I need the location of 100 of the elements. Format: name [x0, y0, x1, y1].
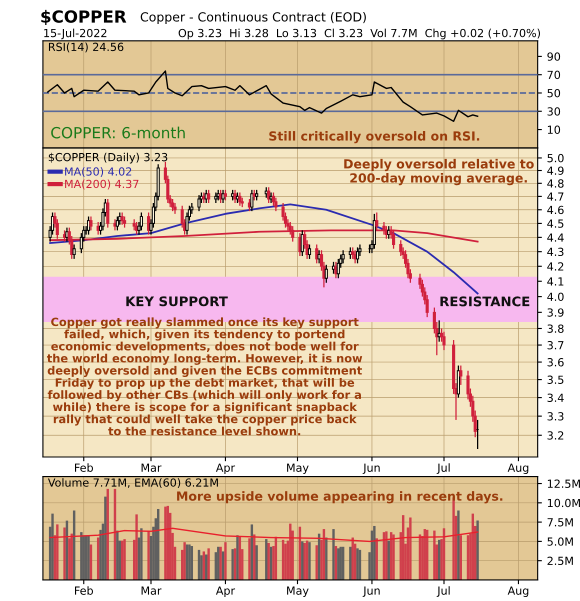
- candlestick: [207, 189, 210, 204]
- x-tick-label: Jul: [436, 586, 450, 597]
- bar: [96, 538, 100, 580]
- y-tick-label: 4.0: [547, 292, 564, 301]
- candlestick: [214, 192, 218, 204]
- annotation: More upside volume appearing in recent days.: [177, 491, 502, 504]
- bar: [334, 546, 338, 580]
- y-tick-label: 10: [548, 126, 560, 134]
- y-tick-label: 3.6: [548, 358, 564, 366]
- x-tick-label: May: [287, 464, 309, 474]
- bar: [388, 540, 390, 580]
- candlestick: [140, 212, 143, 231]
- candlestick: [300, 230, 304, 257]
- bar: [289, 524, 292, 580]
- bar: [123, 539, 126, 580]
- candlestick: [173, 202, 177, 214]
- bar: [255, 545, 258, 580]
- y-tick-label: 70: [548, 70, 560, 80]
- x-tick-label: Jul: [436, 463, 450, 474]
- bar: [385, 531, 388, 580]
- bar: [282, 540, 284, 580]
- bar: [392, 534, 395, 580]
- candlestick: [135, 221, 138, 236]
- legend-label: MA(200) 4.37: [65, 180, 138, 190]
- bar: [116, 530, 119, 580]
- y-tick-label: 4.8: [547, 179, 564, 188]
- candlestick: [399, 240, 402, 257]
- bar: [183, 542, 186, 580]
- x-tick-label: Aug: [508, 586, 528, 597]
- bar: [337, 548, 340, 580]
- candlestick: [255, 189, 258, 201]
- y-tick-label: 3.8: [548, 324, 564, 333]
- line-series: [49, 528, 478, 542]
- candlestick: [238, 192, 242, 206]
- candlestick: [442, 331, 446, 351]
- candlestick: [132, 218, 136, 231]
- bar: [120, 540, 124, 580]
- bar: [352, 538, 354, 580]
- x-tick-label: Mar: [142, 586, 162, 595]
- candlestick: [224, 189, 228, 201]
- bar: [66, 520, 68, 580]
- bar: [322, 529, 326, 580]
- bar: [135, 514, 138, 580]
- bar: [306, 540, 308, 580]
- candlestick: [96, 221, 100, 236]
- y-tick-label: 4.9: [547, 166, 564, 175]
- bar: [140, 528, 143, 580]
- chart-title: Volume 7.71M, EMA(60) 6.21M: [48, 478, 218, 488]
- bar: [476, 520, 479, 580]
- bar: [205, 554, 208, 580]
- y-tick-label: 4.4: [547, 234, 564, 242]
- bar: [390, 532, 392, 580]
- chart-title: $COPPER (Daily) 3.23: [48, 152, 168, 164]
- bar: [376, 538, 378, 580]
- bar: [56, 524, 59, 580]
- bar: [250, 524, 254, 580]
- bar: [219, 546, 222, 580]
- bar: [87, 536, 90, 580]
- band-label: KEY SUPPORT: [126, 296, 228, 306]
- annotation: RESISTANCE: [440, 296, 530, 306]
- bar: [373, 526, 376, 580]
- candlestick: [351, 246, 354, 260]
- y-tick-label: 3.5: [548, 376, 564, 384]
- bar: [147, 530, 150, 580]
- bar: [298, 526, 302, 580]
- bar: [217, 546, 220, 580]
- x-tick-label: Aug: [508, 464, 528, 474]
- bar: [265, 539, 268, 580]
- bar: [472, 514, 474, 580]
- y-tick-label: 3.2: [548, 431, 564, 440]
- bar: [234, 548, 236, 580]
- candlestick: [171, 198, 174, 212]
- y-tick-label: 10.0M: [548, 498, 580, 508]
- y-tick-label: 4.6: [547, 206, 564, 214]
- text: Copper - Continuous Contract (EOD): [140, 12, 366, 24]
- bar: [301, 541, 304, 580]
- bar: [304, 542, 306, 580]
- candlestick: [336, 258, 340, 279]
- candlestick: [147, 212, 150, 236]
- bar: [426, 530, 428, 580]
- bar: [267, 542, 270, 580]
- text: Copper got really slammed once its key support failed, which, given its tendency to portend economic developments, does not bode well for the world economy long-term. However, it is now deeply oversold and given the ECBs commitment Friday to prop up the debt market, that will be followed by other CBs (which will only work for a while) there is scope for a significant snapback rally that could well take the copper price back to the resistance level shown.: [46, 317, 362, 436]
- text: 15-Jul-2022: [44, 28, 106, 40]
- x-tick-label: Mar: [142, 464, 162, 472]
- bar: [224, 542, 227, 580]
- y-tick-label: 90: [547, 52, 560, 61]
- bar: [231, 549, 234, 580]
- bar: [274, 536, 278, 580]
- candlestick: [197, 194, 201, 212]
- candlestick: [89, 216, 93, 231]
- y-tick-label: 12.5M: [548, 480, 580, 488]
- x-tick-label: Apr: [216, 464, 236, 474]
- line-series: [49, 203, 479, 294]
- legend-label: MA(50) 4.02: [65, 167, 132, 178]
- x-tick-label: Feb: [75, 586, 93, 595]
- candlestick: [116, 216, 119, 231]
- bar: [358, 550, 362, 580]
- x-tick-label: Jun: [362, 464, 380, 474]
- y-tick-label: 4.5: [547, 220, 564, 228]
- x-tick-label: Feb: [75, 463, 93, 472]
